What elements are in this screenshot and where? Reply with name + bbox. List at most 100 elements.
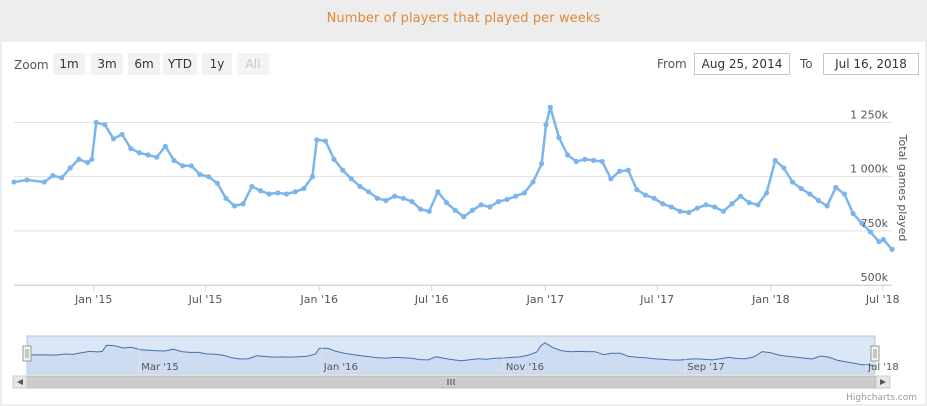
data-point bbox=[374, 195, 380, 201]
navigator[interactable]: Mar '15 Jan '16 Nov '16 Sep '17 Jul '18 bbox=[12, 335, 899, 389]
zoom-ytd-button[interactable]: YTD bbox=[163, 53, 197, 75]
y-tick-label: 500k bbox=[861, 271, 889, 284]
data-point bbox=[24, 177, 30, 183]
data-point bbox=[867, 229, 873, 235]
data-point bbox=[521, 190, 527, 196]
data-point bbox=[110, 136, 117, 142]
data-point bbox=[703, 202, 709, 208]
data-point bbox=[590, 157, 597, 164]
data-point bbox=[686, 209, 692, 216]
data-point bbox=[599, 158, 605, 165]
data-point bbox=[128, 145, 134, 152]
data-point bbox=[547, 104, 553, 110]
zoom-1m-button[interactable]: 1m bbox=[53, 53, 85, 75]
data-point bbox=[859, 220, 865, 226]
x-tick-label: Jan '18 bbox=[751, 293, 789, 306]
data-point bbox=[850, 210, 856, 217]
data-point bbox=[841, 191, 848, 197]
data-point bbox=[249, 183, 255, 190]
navigator-handle-left[interactable] bbox=[22, 345, 32, 362]
data-point bbox=[625, 167, 631, 173]
data-point bbox=[283, 191, 290, 197]
data-point bbox=[102, 122, 108, 128]
data-point bbox=[257, 188, 264, 194]
axes: 500k 750k 1 000k 1 250k Total games played Ja… bbox=[14, 109, 909, 306]
data-point bbox=[478, 202, 484, 208]
data-point bbox=[582, 156, 588, 162]
data-point bbox=[543, 122, 549, 128]
data-point bbox=[292, 189, 298, 195]
data-point bbox=[539, 161, 545, 167]
data-point bbox=[50, 172, 56, 179]
data-point bbox=[880, 236, 886, 243]
x-tick-label: Jul '18 bbox=[865, 293, 900, 306]
navigator-label: Nov '16 bbox=[506, 362, 544, 373]
data-point bbox=[668, 204, 675, 210]
data-point bbox=[729, 201, 735, 207]
zoom-all-button[interactable]: All bbox=[237, 53, 269, 75]
data-point bbox=[815, 197, 822, 204]
from-date-input[interactable]: Aug 25, 2014 bbox=[694, 53, 790, 75]
x-tick-label: Jan '15 bbox=[74, 293, 112, 306]
data-point bbox=[180, 163, 186, 169]
to-date-input[interactable]: Jul 16, 2018 bbox=[823, 53, 919, 75]
y-tick-label: 750k bbox=[861, 217, 889, 230]
data-point bbox=[556, 135, 562, 141]
data-point bbox=[162, 143, 168, 149]
data-point bbox=[443, 200, 450, 206]
data-point bbox=[712, 204, 718, 210]
data-point bbox=[409, 198, 415, 205]
navigator-label: Mar '15 bbox=[141, 362, 179, 373]
arrow-right-icon bbox=[880, 379, 886, 385]
data-point bbox=[67, 165, 73, 171]
data-point bbox=[93, 119, 99, 126]
data-point bbox=[738, 193, 744, 199]
data-point bbox=[495, 198, 502, 205]
zoom-1y-button[interactable]: 1y bbox=[202, 53, 232, 75]
data-point bbox=[772, 157, 778, 164]
data-point bbox=[435, 189, 441, 195]
data-point bbox=[677, 208, 683, 214]
data-point bbox=[89, 156, 95, 162]
grid-lines bbox=[14, 122, 892, 286]
data-point bbox=[136, 150, 143, 156]
data-point bbox=[322, 138, 329, 144]
data-point bbox=[660, 201, 666, 207]
data-point bbox=[616, 168, 623, 174]
highcharts-credit[interactable]: Highcharts.com bbox=[846, 393, 917, 403]
to-label: To bbox=[800, 57, 813, 71]
data-point bbox=[154, 154, 160, 160]
data-point bbox=[58, 175, 65, 181]
series-line bbox=[13, 106, 893, 251]
data-point bbox=[504, 196, 510, 203]
data-point bbox=[301, 185, 307, 192]
data-point bbox=[746, 200, 752, 206]
data-point bbox=[824, 203, 830, 209]
data-point bbox=[309, 174, 316, 180]
data-point bbox=[231, 203, 238, 209]
data-point bbox=[755, 202, 761, 208]
data-point bbox=[11, 179, 17, 185]
data-point bbox=[392, 193, 398, 199]
data-point bbox=[119, 131, 125, 138]
data-point bbox=[573, 158, 579, 165]
x-tick-label: Jul '17 bbox=[639, 293, 674, 306]
data-point bbox=[694, 205, 700, 211]
zoom-3m-button[interactable]: 3m bbox=[91, 53, 123, 75]
data-point bbox=[513, 193, 519, 199]
navigator-handle-right[interactable] bbox=[870, 345, 880, 362]
data-point bbox=[171, 157, 177, 164]
data-point bbox=[530, 179, 536, 185]
data-point bbox=[400, 195, 406, 201]
zoom-6m-button[interactable]: 6m bbox=[128, 53, 160, 75]
data-point bbox=[417, 206, 424, 212]
data-point bbox=[76, 156, 82, 162]
data-point bbox=[876, 239, 882, 245]
data-point bbox=[275, 190, 281, 196]
data-point bbox=[889, 246, 895, 252]
y-tick-label: 1 000k bbox=[850, 163, 888, 176]
data-point bbox=[240, 201, 246, 207]
data-point bbox=[41, 179, 47, 185]
data-point bbox=[651, 195, 657, 201]
